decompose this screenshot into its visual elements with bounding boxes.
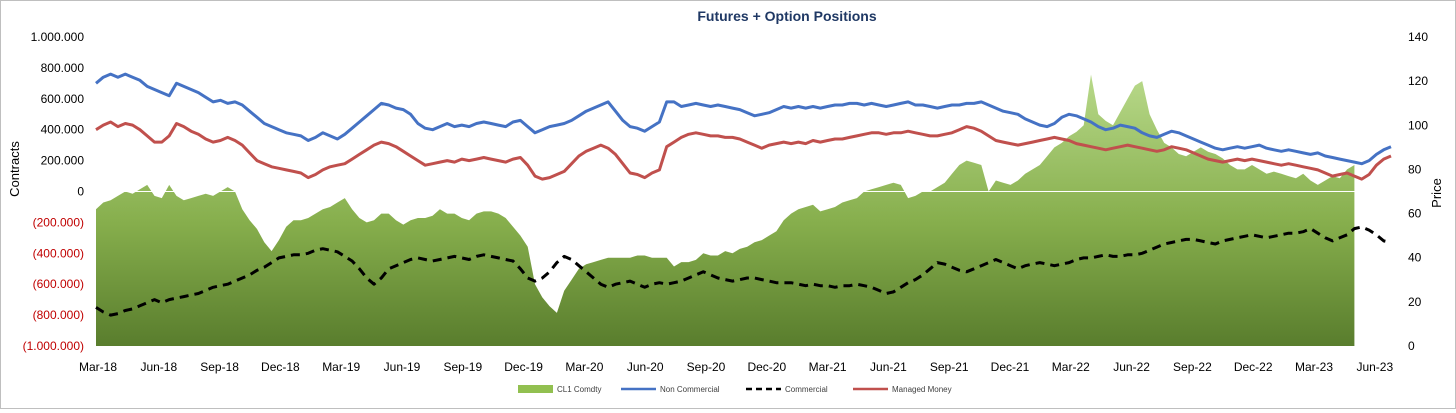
left-tick-label: 800.000 — [41, 61, 85, 75]
left-tick-label: (400.000) — [33, 246, 84, 260]
legend: CL1 Comdty Non Commercial Commercial Manage… — [518, 385, 952, 394]
x-tick-label: Mar-20 — [565, 360, 603, 374]
x-tick-label: Sep-18 — [200, 360, 239, 374]
x-tick-label: Sep-19 — [443, 360, 482, 374]
series-area-cl1-comdty — [96, 74, 1355, 346]
x-axis-ticks: Mar-18 Jun-18 Sep-18 Dec-18 Mar-19 Jun-19 Sep-… — [79, 360, 1393, 374]
left-axis-ticks: 1.000.000 800.000 600.000 400.000 200.000 0 (2… — [23, 30, 85, 353]
right-tick-label: 120 — [1408, 74, 1428, 88]
x-tick-label: Jun-19 — [384, 360, 421, 374]
x-tick-label: Jun-22 — [1113, 360, 1150, 374]
legend-label: Managed Money — [892, 385, 952, 394]
left-tick-label: 400.000 — [41, 123, 85, 137]
x-tick-label: Sep-21 — [930, 360, 969, 374]
x-tick-label: Mar-22 — [1052, 360, 1090, 374]
legend-label: CL1 Comdty — [557, 385, 601, 394]
legend-label: Commercial — [785, 385, 828, 394]
x-tick-label: Jun-18 — [140, 360, 177, 374]
x-tick-label: Dec-20 — [747, 360, 786, 374]
x-tick-label: Jun-21 — [870, 360, 907, 374]
legend-swatch — [518, 385, 553, 393]
left-tick-label: 1.000.000 — [31, 30, 85, 44]
right-tick-label: 140 — [1408, 30, 1428, 44]
x-tick-label: Dec-22 — [1234, 360, 1273, 374]
y-axis-label-left: Contracts — [7, 141, 22, 197]
x-tick-label: Jun-20 — [627, 360, 664, 374]
series-line-commercial — [95, 225, 1392, 317]
left-tick-label: 600.000 — [41, 92, 85, 106]
left-tick-label: (800.000) — [33, 308, 84, 322]
x-tick-label: Mar-21 — [809, 360, 847, 374]
y-axis-label-right: Price — [1429, 178, 1444, 208]
x-tick-label: Mar-19 — [322, 360, 360, 374]
x-tick-label: Sep-20 — [687, 360, 726, 374]
series-lines-layer — [95, 72, 1392, 317]
right-tick-label: 20 — [1408, 295, 1422, 309]
price-area-layer — [96, 74, 1355, 346]
x-tick-label: Dec-19 — [504, 360, 543, 374]
right-tick-label: 60 — [1408, 207, 1422, 221]
right-tick-label: 0 — [1408, 339, 1415, 353]
x-tick-label: Dec-18 — [261, 360, 300, 374]
x-tick-label: Mar-23 — [1295, 360, 1333, 374]
right-tick-label: 100 — [1408, 118, 1428, 132]
x-tick-label: Dec-21 — [991, 360, 1030, 374]
left-tick-label: 200.000 — [41, 154, 85, 168]
left-tick-label: (200.000) — [33, 215, 84, 229]
left-tick-label: (600.000) — [33, 277, 84, 291]
x-tick-label: Mar-18 — [79, 360, 117, 374]
x-tick-label: Sep-22 — [1173, 360, 1212, 374]
right-tick-label: 40 — [1408, 251, 1422, 265]
right-tick-label: 80 — [1408, 162, 1422, 176]
legend-label: Non Commercial — [660, 385, 720, 394]
series-line-non-commercial — [95, 72, 1392, 166]
x-tick-label: Jun-23 — [1356, 360, 1393, 374]
left-tick-label: 0 — [77, 185, 84, 199]
left-tick-label: (1.000.000) — [23, 339, 84, 353]
right-axis-ticks: 140 120 100 80 60 40 20 0 — [1408, 30, 1428, 353]
series-line-managed-money — [95, 120, 1392, 181]
chart-title: Futures + Option Positions — [697, 8, 877, 24]
